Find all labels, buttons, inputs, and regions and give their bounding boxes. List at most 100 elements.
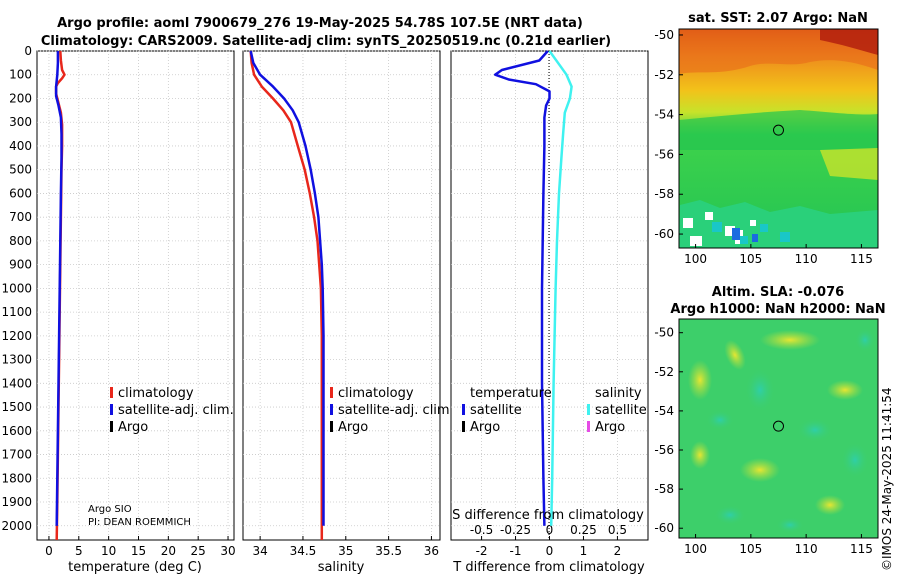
depth-tick-label: 1000 (1, 281, 32, 295)
lat-tick-label: -58 (654, 482, 674, 496)
temperature-x-label: temperature (deg C) (68, 560, 202, 575)
legend-swatch-t-satellite (462, 404, 465, 415)
sst-lon-ticks: 100 105 110 115 (684, 244, 873, 266)
sst-map-frame (678, 28, 879, 249)
x-tick-label: 0 (45, 544, 53, 558)
difference-axes-box (450, 50, 649, 541)
depth-tick-label: 1100 (1, 305, 32, 319)
legend-climatology: climatology (338, 386, 414, 401)
depth-tick-label: 0 (24, 44, 32, 58)
legend-swatch-s-argo (587, 421, 590, 432)
legend-satellite: satellite-adj. clim. (118, 403, 234, 418)
depth-tick-label: 2000 (1, 519, 32, 533)
depth-tick-label: 400 (9, 139, 32, 153)
legend-swatch-satellite (110, 404, 113, 415)
x-tick-label: 20 (161, 544, 176, 558)
sst-map-image (679, 29, 878, 248)
lon-tick-label: 105 (739, 252, 762, 266)
temperature-axes-box (36, 50, 235, 541)
x-tick-label: 30 (220, 544, 235, 558)
legend-temperature-title: temperature (470, 386, 552, 401)
salinity-legend: climatology satellite-adj. clim. Argo (330, 386, 454, 435)
series-line (249, 50, 325, 526)
depth-tick-label: 900 (9, 258, 32, 272)
sla-lon-ticks: 100 105 110 115 (684, 534, 873, 556)
s-tick-label: 0 (546, 523, 554, 537)
sla-map-frame (678, 318, 879, 539)
legend-t-satellite: satellite (470, 403, 522, 418)
x-tick-label: 36 (424, 544, 439, 558)
legend-swatch-t-argo (462, 421, 465, 432)
sst-map-panel: sat. SST: 2.07 Argo: NaN -50 -52 -54 -56 -58… (654, 11, 879, 266)
s-tick-label: -0.5 (470, 523, 493, 537)
depth-tick-label: 300 (9, 115, 32, 129)
x-tick-label: 10 (101, 544, 116, 558)
lon-tick-label: 110 (795, 542, 818, 556)
series-line (493, 50, 551, 526)
sst-map-title: sat. SST: 2.07 Argo: NaN (688, 11, 868, 26)
depth-tick-label: 100 (9, 68, 32, 82)
lat-tick-label: -60 (654, 521, 674, 535)
s-tick-label: 0.5 (608, 523, 627, 537)
x-tick-label: 15 (131, 544, 146, 558)
s-tick-label: 0.25 (570, 523, 597, 537)
lon-tick-label: 110 (795, 252, 818, 266)
salinity-grid (243, 50, 440, 540)
lat-tick-label: -60 (654, 227, 674, 241)
sla-map-title-1: Altim. SLA: -0.076 (712, 285, 844, 300)
temperature-series (54, 50, 66, 541)
legend-argo: Argo (338, 420, 368, 435)
imos-watermark: ©IMOS 24-May-2025 11:41:54 (880, 387, 894, 571)
lon-tick-label: 105 (739, 542, 762, 556)
lat-tick-label: -52 (654, 68, 674, 82)
depth-tick-label: 200 (9, 91, 32, 105)
header-title-line2: Climatology: CARS2009. Satellite-adj cli… (41, 34, 611, 49)
x-tick-label: 35.5 (375, 544, 402, 558)
lon-tick-label: 100 (684, 542, 707, 556)
argo-location-marker (773, 420, 784, 432)
depth-tick-label: 1800 (1, 471, 32, 485)
legend-t-argo: Argo (470, 420, 500, 435)
legend-swatch-climatology (330, 387, 333, 398)
depth-tick-label: 1200 (1, 329, 32, 343)
x-tick-label: 34.5 (290, 544, 317, 558)
x-tick-label: 35 (338, 544, 353, 558)
lat-tick-label: -50 (654, 326, 674, 340)
lon-tick-label: 100 (684, 252, 707, 266)
legend-swatch-argo (110, 421, 113, 432)
temperature-legend: climatology satellite-adj. clim. Argo (110, 386, 234, 435)
depth-tick-label: 700 (9, 210, 32, 224)
difference-legend: temperature satellite Argo salinity sate… (462, 386, 647, 435)
x-tick-label: 0 (546, 544, 554, 558)
x-tick-label: 25 (191, 544, 206, 558)
x-tick-label: 2 (614, 544, 622, 558)
legend-swatch-climatology (110, 387, 113, 398)
depth-tick-label: 800 (9, 234, 32, 248)
temperature-x-ticks: 0 5 10 15 20 25 30 (45, 536, 236, 558)
x-tick-label: -1 (510, 544, 522, 558)
legend-swatch-s-satellite (587, 404, 590, 415)
argo-location-marker (773, 124, 784, 136)
annotation-argo-sio: Argo SIO (88, 504, 132, 515)
legend-salinity-title: salinity (595, 386, 642, 401)
annotation-pi: PI: DEAN ROEMMICH (88, 517, 191, 528)
difference-x-label: T difference from climatology (452, 560, 645, 575)
series-line (249, 50, 324, 540)
lat-tick-label: -56 (654, 443, 674, 457)
sst-lat-ticks: -50 -52 -54 -56 -58 -60 (654, 28, 683, 241)
legend-s-argo: Argo (595, 420, 625, 435)
depth-tick-label: 1500 (1, 400, 32, 414)
temperature-depth-ticks: 0 100 200 300 400 500 600 700 800 900 1000 1100 1200… (1, 44, 32, 533)
x-tick-label: 5 (75, 544, 83, 558)
legend-swatch-argo (330, 421, 333, 432)
lat-tick-label: -52 (654, 365, 674, 379)
sla-map-panel: Altim. SLA: -0.076 Argo h1000: NaN h2000… (654, 285, 885, 556)
lat-tick-label: -54 (654, 404, 674, 418)
difference-s-label: S difference from climatology (452, 508, 644, 523)
sla-map-title-2: Argo h1000: NaN h2000: NaN (670, 302, 885, 317)
lat-tick-label: -50 (654, 28, 674, 42)
s-tick-label: -0.25 (500, 523, 531, 537)
sla-map-image (679, 319, 878, 538)
salinity-x-ticks: 34 34.5 35 35.5 36 (252, 536, 439, 558)
